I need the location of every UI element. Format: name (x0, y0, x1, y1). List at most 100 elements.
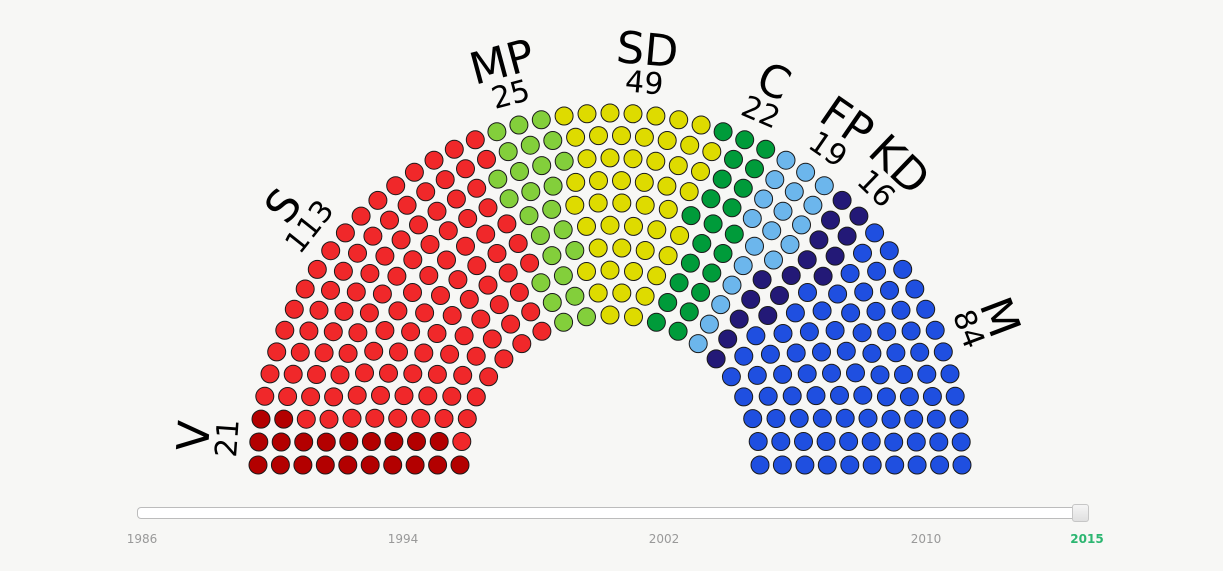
seat-sd (588, 238, 608, 258)
seat-s (457, 409, 477, 429)
seat-fp (814, 176, 834, 196)
seat-s (471, 309, 491, 329)
seat-m (795, 455, 815, 475)
seat-m (789, 408, 809, 428)
seat-c (733, 178, 753, 198)
seat-s (359, 303, 379, 323)
seat-m (773, 324, 793, 343)
year-tick-2010: 2010 (910, 532, 942, 546)
seat-m (910, 342, 930, 362)
seat-s (284, 299, 304, 319)
seat-s (446, 189, 466, 209)
seat-mp (553, 220, 573, 240)
seat-s (459, 289, 479, 309)
seat-sd (565, 195, 585, 215)
seat-m (852, 323, 872, 343)
seat-sd (566, 172, 586, 192)
seat-s (363, 226, 383, 246)
seat-fp (784, 182, 804, 202)
seat-sd (658, 199, 678, 219)
seat-m (926, 409, 946, 429)
seat-mp (499, 189, 519, 209)
seat-s (508, 234, 528, 253)
seat-sd (647, 220, 667, 240)
seat-s (364, 341, 384, 361)
seat-kd (825, 246, 845, 266)
seat-s (521, 302, 541, 322)
seat-s (497, 214, 517, 234)
seat-s (403, 283, 422, 302)
seat-m (841, 303, 861, 323)
seat-mp (509, 115, 529, 135)
seat-c (703, 214, 723, 234)
seat-sd (554, 106, 574, 126)
seat-s (494, 349, 514, 369)
seat-m (766, 409, 786, 428)
seat-s (401, 322, 421, 342)
seat-m (822, 363, 841, 383)
seat-sd (600, 215, 620, 235)
seat-c (712, 169, 732, 189)
seat-s (532, 321, 552, 341)
seat-kd (849, 206, 869, 226)
seat-sd (624, 216, 643, 236)
seat-m (785, 303, 805, 323)
seat-m (891, 300, 911, 320)
seat-s (411, 408, 431, 428)
seat-sd (588, 193, 608, 213)
seat-fp (711, 295, 731, 315)
seat-fp (792, 215, 811, 235)
seat-sd (624, 262, 643, 281)
seat-m (917, 364, 937, 384)
seat-m (836, 341, 856, 361)
seat-sd (623, 149, 643, 169)
year-slider-handle[interactable] (1072, 504, 1089, 522)
seat-fp (754, 189, 774, 209)
seat-c (713, 244, 733, 263)
seat-s (301, 387, 321, 407)
seat-c (658, 293, 678, 312)
seat-s (321, 280, 340, 300)
seat-m (940, 364, 960, 384)
seat-sd (635, 195, 655, 215)
seat-sd (634, 127, 654, 147)
seat-mp (577, 307, 596, 327)
seat-kd (770, 286, 789, 305)
seat-sd (600, 305, 620, 325)
seat-fp (688, 334, 708, 354)
seat-m (840, 264, 860, 283)
seat-m (867, 261, 887, 281)
seat-s (403, 250, 423, 270)
seat-s (290, 342, 310, 362)
seat-m (773, 364, 793, 384)
seat-m (886, 343, 906, 363)
seat-m (758, 386, 778, 406)
year-slider-track[interactable] (137, 507, 1089, 519)
seat-m (782, 386, 802, 406)
party-label-v: V (168, 419, 221, 453)
year-selected[interactable]: 2015 (1070, 532, 1104, 546)
seat-s (403, 364, 423, 384)
seat-s (309, 300, 329, 320)
seat-s (479, 367, 499, 387)
seat-s (444, 139, 464, 159)
seat-s (438, 221, 458, 241)
seat-mp (565, 286, 585, 306)
seat-m (746, 326, 766, 346)
seat-m (854, 282, 874, 302)
seat-sd (589, 126, 608, 146)
seat-s (342, 408, 362, 428)
seat-mp (488, 169, 508, 189)
seat-m (906, 432, 926, 452)
seat-mp (487, 122, 507, 142)
seat-v (274, 409, 294, 429)
seat-s (467, 256, 487, 276)
seat-c (646, 312, 666, 332)
seat-s (418, 386, 438, 406)
seat-mp (542, 246, 562, 266)
seat-s (391, 230, 411, 250)
seat-sd (600, 103, 620, 123)
seat-s (299, 321, 319, 341)
seat-m (816, 432, 836, 451)
